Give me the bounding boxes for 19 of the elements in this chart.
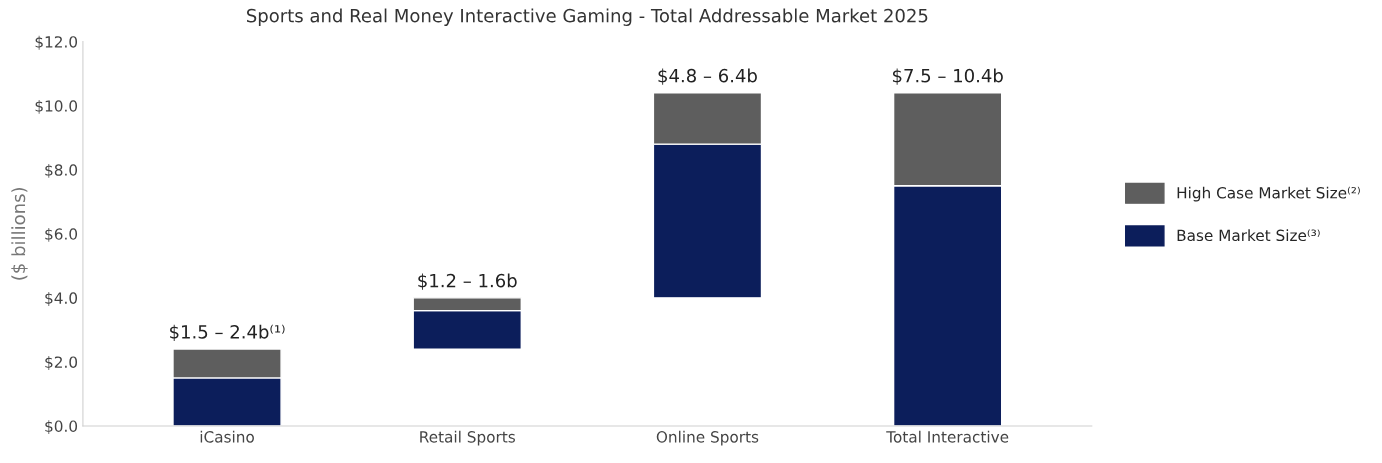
y-tick-label: $8.0 (45, 163, 78, 178)
annotation: $7.5 – 10.4b (892, 68, 1003, 85)
y-axis-title: ($ billions) (11, 188, 28, 280)
y-tick-label: $0.0 (45, 420, 78, 435)
annotation: $1.2 – 1.6b (418, 273, 517, 290)
legend-label: Base Market Size⁽³⁾ (1177, 229, 1320, 242)
annotation: $1.5 – 2.4b⁽¹⁾ (170, 324, 285, 342)
legend-label: High Case Market Size⁽²⁾ (1177, 186, 1360, 202)
x-tick-label: iCasino (200, 430, 254, 443)
y-tick-label: $6.0 (45, 228, 78, 242)
x-tick-label: Retail Sports (420, 430, 515, 446)
y-tick-label: $10.0 (35, 99, 78, 114)
y-tick-label: $4.0 (45, 292, 78, 306)
y-tick-label: $2.0 (45, 356, 78, 370)
x-tick-label: Total Interactive (886, 430, 1009, 443)
y-tick-label: $12.0 (35, 35, 78, 50)
x-tick-label: Online Sports (656, 430, 759, 446)
annotation: $4.8 – 6.4b (658, 68, 757, 85)
chart-title: Sports and Real Money Interactive Gaming - Total Addressable Market 2025 (247, 8, 928, 26)
